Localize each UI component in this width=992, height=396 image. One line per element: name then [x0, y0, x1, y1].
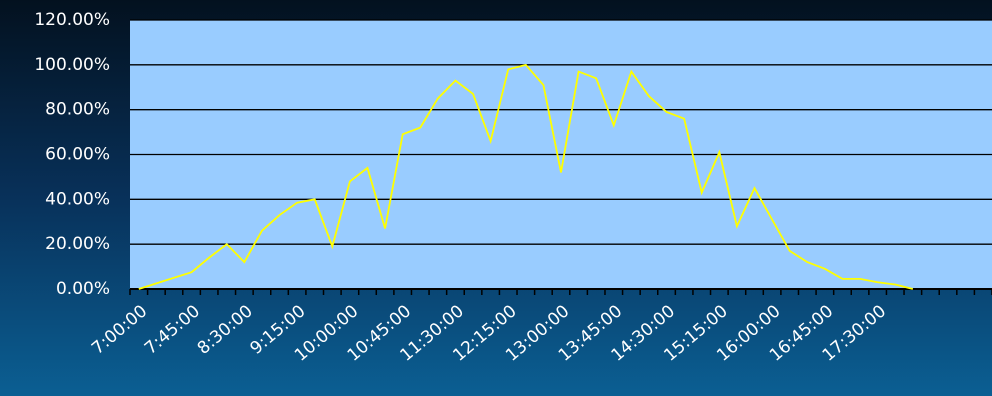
y-tick-label: 120.00% — [34, 10, 110, 30]
y-tick-label: 20.00% — [45, 234, 110, 254]
y-tick-label: 80.00% — [45, 100, 110, 120]
y-tick-label: 60.00% — [45, 145, 110, 165]
y-tick-label: 0.00% — [56, 279, 110, 299]
data-line — [138, 63, 914, 290]
y-tick-label: 40.00% — [45, 189, 110, 209]
y-tick-label: 100.00% — [34, 55, 110, 75]
